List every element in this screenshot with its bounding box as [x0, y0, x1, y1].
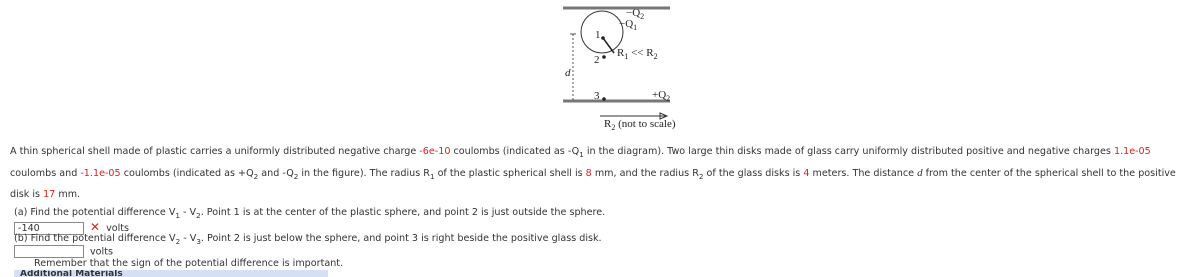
text: . Point 2 is just below the sphere, and … [200, 233, 602, 244]
sphere [580, 10, 624, 54]
text: A thin spherical shell made of plastic c… [10, 146, 420, 157]
value: -1.1e-05 [80, 167, 121, 179]
additional-materials[interactable]: Additional Materials [14, 270, 328, 277]
label: d [565, 67, 571, 79]
text: - V [180, 233, 197, 244]
sub: 2 [175, 236, 181, 246]
point-dot [602, 97, 606, 101]
part-a: (a) Find the potential difference V1 - V… [14, 207, 605, 220]
sub: 2 [698, 171, 704, 181]
problem-text: A thin spherical shell made of plastic c… [10, 143, 1190, 204]
arrow-head [659, 112, 669, 120]
wrong-mark: ✕ [90, 220, 101, 234]
value: -6e-10 [419, 146, 451, 157]
text: and -Q [258, 167, 294, 179]
text: from the center of the spherical shell t… [10, 167, 1176, 200]
note: Remember that the sign of the potential … [34, 258, 344, 269]
sub: 2 [253, 171, 259, 181]
answer-input[interactable]: -140 [14, 221, 84, 235]
diagram: −Q2 −Q1 1 2 R1 << R2 d 3 +Q2 R2 (not to … [563, 6, 676, 132]
value: 8 [585, 167, 592, 179]
text: of the plastic spherical shell is [434, 167, 586, 179]
text: meters. The distance [809, 167, 918, 179]
value: 1.1e-05 [1113, 146, 1151, 157]
text: in the diagram). Two large thin disks ma… [583, 146, 1114, 157]
unit: volts [106, 223, 130, 234]
label: R1 << R2 [617, 47, 658, 61]
sub: 2 [196, 210, 201, 220]
sub: 1 [175, 210, 180, 220]
answer-row: -140 ✕ volts [14, 220, 129, 235]
text: (a) Find the potential difference V [14, 207, 176, 218]
text: of the glass disks is [703, 167, 804, 179]
text: mm. [55, 188, 81, 200]
text: coulombs and [10, 167, 81, 179]
label: −Q1 [619, 18, 637, 32]
unit: volts [90, 246, 113, 258]
value: 17 [43, 188, 56, 200]
sub: 3 [196, 236, 201, 246]
label: 2 [594, 54, 600, 66]
label: +Q2 [652, 89, 670, 103]
italic: d [917, 166, 923, 179]
text: (b) Find the potential difference V [14, 233, 176, 244]
answer-input[interactable] [14, 245, 84, 258]
text: coulombs (indicated as -Q [450, 146, 580, 157]
text: coulombs (indicated as +Q [120, 167, 254, 179]
sub: 1 [429, 171, 435, 181]
point-dot [602, 55, 606, 59]
label: −Q2 [626, 7, 644, 21]
part-b: (b) Find the potential difference V2 - V… [14, 233, 602, 246]
sub: 1 [579, 149, 584, 159]
text: . Point 1 is at the center of the plasti… [200, 207, 606, 218]
text: in the figure). The radius R [298, 167, 430, 179]
answer-row: volts [14, 245, 113, 258]
text: - V [180, 207, 197, 218]
radius-arrow [602, 37, 615, 54]
text: mm, and the radius R [591, 167, 699, 179]
value: 4 [803, 167, 810, 179]
label: 3 [594, 90, 600, 102]
label: R2 (not to scale) [604, 118, 676, 132]
label: 1 [595, 29, 601, 41]
sub: 2 [293, 171, 299, 181]
